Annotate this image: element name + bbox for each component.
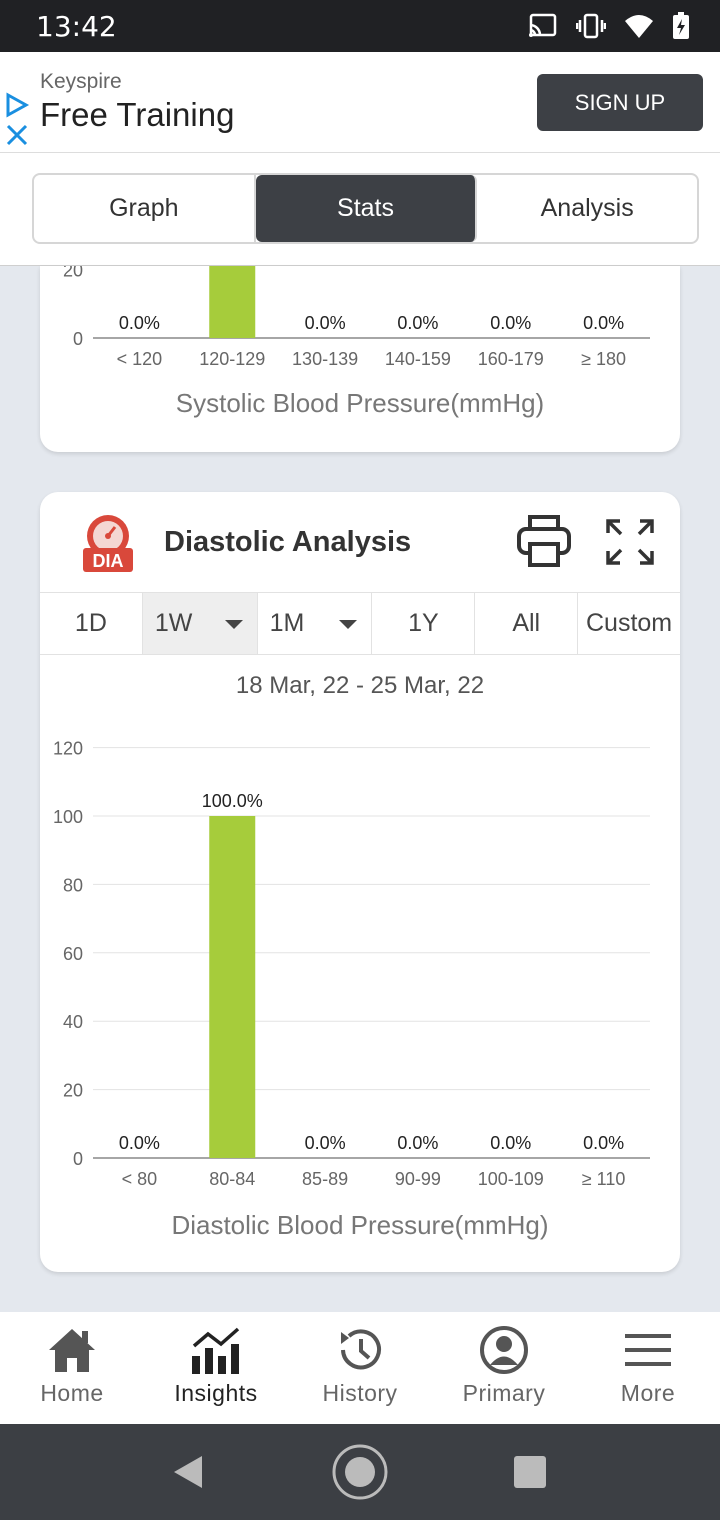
x-tick-label: ≥ 110 bbox=[582, 1169, 626, 1189]
nav-primary[interactable]: Primary bbox=[432, 1312, 576, 1424]
y-tick-label: 0 bbox=[73, 1149, 83, 1169]
nav-more[interactable]: More bbox=[576, 1312, 720, 1424]
x-tick-label: 130-139 bbox=[292, 349, 358, 369]
tab-stats[interactable]: Stats bbox=[255, 175, 478, 242]
nav-insights[interactable]: Insights bbox=[144, 1312, 288, 1424]
x-tick-label: 140-159 bbox=[385, 349, 451, 369]
systolic-chart: 20 0 0.0% < 120 120-129 0.0% 130-139 0.0% 140-15… bbox=[63, 266, 650, 369]
wifi-icon bbox=[625, 15, 653, 38]
home-icon bbox=[49, 1329, 95, 1372]
y-tick-label: 120 bbox=[53, 739, 83, 759]
x-tick-label: 100-109 bbox=[478, 1169, 544, 1189]
y-tick-label: 0 bbox=[73, 329, 83, 349]
x-tick-label: 80-84 bbox=[209, 1169, 255, 1189]
date-range: 18 Mar, 22 - 25 Mar, 22 bbox=[235, 672, 485, 699]
view-tabs-bar: Graph Stats Analysis bbox=[0, 153, 720, 266]
period-1d[interactable]: 1D bbox=[40, 593, 143, 654]
home-circle-icon[interactable] bbox=[331, 1443, 389, 1501]
data-label: 100.0% bbox=[202, 791, 263, 811]
systolic-x-axis-label: Systolic Blood Pressure(mmHg) bbox=[175, 388, 545, 418]
period-all[interactable]: All bbox=[475, 593, 579, 654]
y-tick-label: 20 bbox=[63, 1081, 83, 1101]
x-tick-label: 90-99 bbox=[395, 1169, 441, 1189]
x-tick-label: ≥ 180 bbox=[581, 349, 626, 369]
system-nav-bar bbox=[0, 1424, 720, 1520]
adchoices-icon[interactable] bbox=[4, 92, 30, 118]
y-tick-label: 100 bbox=[53, 807, 83, 827]
expand-icon[interactable] bbox=[606, 519, 654, 565]
diastolic-analysis-card: DIA Diastolic Analysis 1D 1W 1M 1Y All C… bbox=[40, 492, 680, 1272]
period-custom[interactable]: Custom bbox=[585, 609, 673, 637]
period-1y[interactable]: 1Y bbox=[372, 593, 476, 654]
data-label: 0.0% bbox=[305, 1133, 346, 1153]
dia-badge-text: DIA bbox=[93, 551, 124, 571]
data-label: 0.0% bbox=[119, 313, 160, 333]
y-tick-label: 80 bbox=[63, 875, 83, 895]
systolic-analysis-card: 20 0 0.0% < 120 120-129 0.0% 130-139 0.0% 140-15… bbox=[40, 266, 680, 452]
bar bbox=[209, 816, 256, 1158]
bar bbox=[209, 266, 256, 338]
x-tick-label: 85-89 bbox=[302, 1169, 348, 1189]
account-icon bbox=[480, 1326, 528, 1374]
data-label: 0.0% bbox=[397, 1133, 438, 1153]
dia-gauge-icon: DIA bbox=[83, 515, 133, 572]
data-label: 0.0% bbox=[305, 313, 346, 333]
print-icon[interactable] bbox=[516, 514, 572, 568]
status-time: 13:42 bbox=[36, 10, 117, 43]
y-tick-label: 60 bbox=[63, 944, 83, 964]
nav-history[interactable]: History bbox=[288, 1312, 432, 1424]
y-tick-label: 20 bbox=[63, 266, 83, 281]
x-tick-label: 160-179 bbox=[478, 349, 544, 369]
data-label: 0.0% bbox=[397, 313, 438, 333]
battery-icon bbox=[673, 12, 689, 39]
cast-icon bbox=[529, 13, 557, 37]
ad-headline[interactable]: Free Training bbox=[40, 96, 235, 133]
data-label: 0.0% bbox=[583, 1133, 624, 1153]
x-tick-label: < 80 bbox=[122, 1169, 158, 1189]
ad-signup-button[interactable]: SIGN UP bbox=[537, 74, 703, 131]
chevron-down-icon bbox=[339, 620, 358, 629]
tab-analysis[interactable]: Analysis bbox=[540, 194, 634, 222]
insights-icon bbox=[192, 1327, 240, 1374]
period-1m[interactable]: 1M bbox=[258, 593, 373, 654]
data-label: 0.0% bbox=[583, 313, 624, 333]
tab-graph[interactable]: Graph bbox=[34, 175, 256, 242]
data-label: 0.0% bbox=[119, 1133, 160, 1153]
back-icon[interactable] bbox=[172, 1454, 204, 1490]
view-tabs: Graph Stats Analysis bbox=[32, 173, 699, 244]
data-label: 0.0% bbox=[490, 313, 531, 333]
status-bar: 13:42 bbox=[0, 0, 720, 52]
chevron-down-icon bbox=[224, 620, 243, 629]
history-icon bbox=[341, 1329, 381, 1370]
data-label: 0.0% bbox=[490, 1133, 531, 1153]
nav-home[interactable]: Home bbox=[0, 1312, 144, 1424]
recents-icon[interactable] bbox=[514, 1456, 546, 1488]
period-selector: 1D 1W 1M 1Y All Custom bbox=[40, 593, 680, 655]
x-tick-label: 120-129 bbox=[199, 349, 265, 369]
vibrate-icon bbox=[576, 13, 606, 39]
diastolic-card-header: DIA Diastolic Analysis bbox=[40, 492, 680, 593]
diastolic-card-title: Diastolic Analysis bbox=[164, 526, 412, 558]
bottom-nav: Home Insights History Primary More bbox=[0, 1312, 720, 1424]
period-1w[interactable]: 1W bbox=[142, 593, 258, 654]
x-tick-label: < 120 bbox=[117, 349, 163, 369]
diastolic-chart: 0 20 40 60 80 100 120 0.0% < 80 100.0% 80-84 0.0% 85… bbox=[53, 739, 650, 1189]
ad-banner[interactable]: Keyspire Free Training SIGN UP bbox=[0, 52, 720, 153]
menu-icon bbox=[625, 1334, 671, 1366]
ad-brand: Keyspire bbox=[40, 70, 122, 93]
ad-close-icon[interactable] bbox=[6, 124, 28, 146]
y-tick-label: 40 bbox=[63, 1012, 83, 1032]
diastolic-x-axis-label: Diastolic Blood Pressure(mmHg) bbox=[171, 1210, 549, 1240]
